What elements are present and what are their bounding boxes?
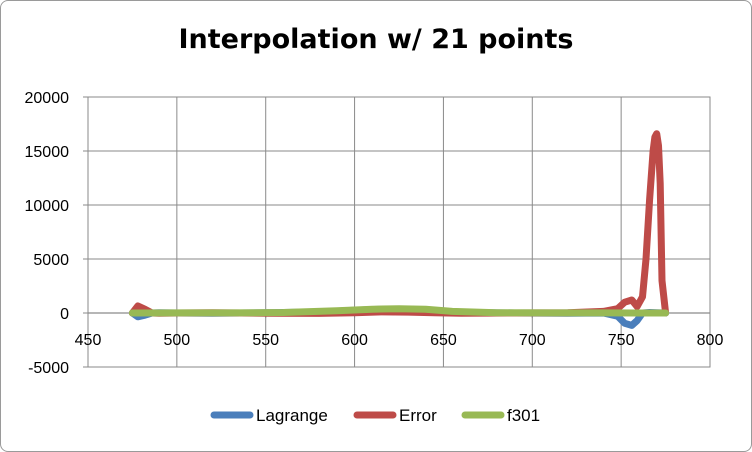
series-line-error [128,130,670,317]
x-tick-labels: 450 500 550 600 650 700 750 800 [75,332,724,349]
series-lines [128,130,670,329]
legend-label-lagrange: Lagrange [256,406,328,425]
legend-label-error: Error [399,406,437,425]
chart-title: Interpolation w/ 21 points [178,24,574,55]
x-tick-label: 800 [697,332,724,349]
y-tick-label: 5000 [33,252,69,269]
y-tick-label: 15000 [25,144,70,161]
x-tick-label: 600 [341,332,368,349]
x-tick-label: 550 [252,332,279,349]
x-tick-label: 500 [164,332,191,349]
x-tick-label: 650 [430,332,457,349]
gridlines [87,96,711,368]
legend-label-f301: f301 [507,406,540,425]
y-tick-label: 10000 [25,198,70,215]
series-line-f301 [128,305,670,317]
y-tick-label: 20000 [25,90,70,107]
y-tick-label: -5000 [28,360,69,377]
plot-area-border [87,96,711,368]
y-tick-labels: -5000 0 5000 10000 15000 20000 [25,90,70,377]
x-tick-label: 450 [75,332,102,349]
x-tick-label: 750 [608,332,635,349]
legend: Lagrange Error f301 [210,406,540,425]
x-tick-label: 700 [519,332,546,349]
y-tick-label: 0 [60,306,69,323]
